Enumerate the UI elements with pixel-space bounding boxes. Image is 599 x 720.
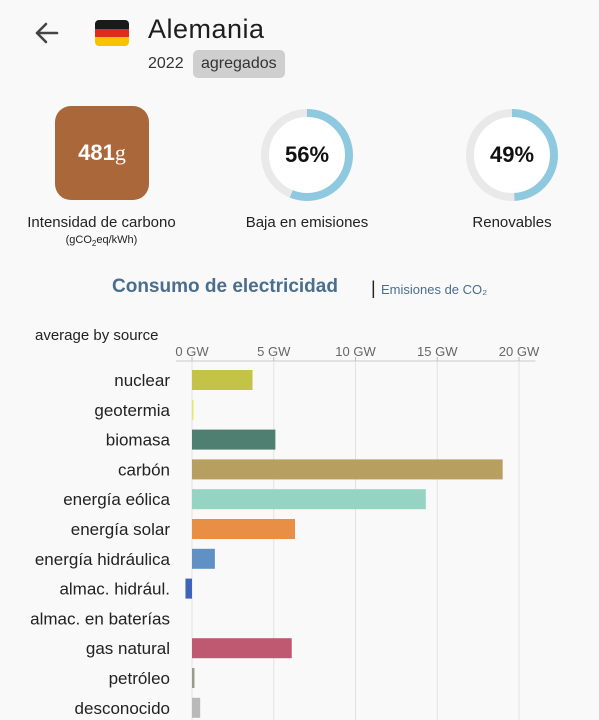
- bar-petr-leo[interactable]: [192, 668, 195, 688]
- carbon-intensity-badge: 481 g: [55, 106, 149, 200]
- bar-geotermia[interactable]: [192, 399, 194, 420]
- header: Alemania 2022 agregados: [0, 0, 599, 90]
- country-name: Alemania: [148, 14, 265, 44]
- bar-carb-n[interactable]: [192, 459, 503, 480]
- carbon-intensity-label: Intensidad de carbono: [27, 214, 176, 231]
- back-button[interactable]: [30, 16, 64, 50]
- tab-electricity-consumption[interactable]: Consumo de electricidad: [112, 276, 338, 297]
- chart-caption: average by source: [35, 327, 159, 344]
- bar-energ-a-hidr-ulica[interactable]: [192, 548, 215, 569]
- aggregate-badge[interactable]: agregados: [193, 50, 285, 78]
- category-label: energía hidráulica: [35, 550, 171, 569]
- bar-almac-hidr-ul-[interactable]: [185, 578, 192, 599]
- chart-tabs: Consumo de electricidad | Emisiones de C…: [0, 272, 599, 302]
- x-tick-label: 20 GW: [499, 344, 540, 359]
- category-label: gas natural: [86, 639, 170, 658]
- category-label: energía solar: [71, 520, 171, 539]
- x-tick-label: 0 GW: [175, 344, 209, 359]
- year-label: 2022: [148, 55, 184, 72]
- tab-co2-emissions[interactable]: Emisiones de CO₂: [381, 282, 488, 297]
- category-label: almac. en baterías: [30, 609, 170, 628]
- category-label: petróleo: [109, 669, 170, 688]
- carbon-intensity-unit: g: [114, 140, 126, 165]
- tab-separator: |: [371, 278, 376, 298]
- bar-energ-a-solar[interactable]: [192, 519, 296, 539]
- x-tick-label: 10 GW: [335, 344, 376, 359]
- back-arrow-icon: [35, 22, 59, 44]
- category-label: carbón: [118, 460, 170, 479]
- category-label: biomasa: [106, 431, 171, 450]
- low-emission-label: Baja en emisiones: [245, 214, 369, 231]
- bar-biomasa[interactable]: [192, 429, 276, 450]
- carbon-intensity-unit-label: (gCO2eq/kWh): [65, 234, 138, 249]
- renewables-label: Renovables: [472, 214, 552, 231]
- germany-flag-icon: [95, 20, 129, 46]
- renewables-value: 49%: [489, 142, 535, 167]
- bar-gas-natural[interactable]: [192, 638, 292, 659]
- category-label: almac. hidrául.: [59, 580, 170, 599]
- category-label: geotermia: [94, 401, 170, 420]
- low-emission-value: 56%: [284, 142, 330, 167]
- low-emission-ring: 56%: [259, 107, 355, 203]
- renewables-ring: 49%: [464, 107, 560, 203]
- bar-nuclear[interactable]: [192, 370, 253, 390]
- category-label: energía eólica: [63, 490, 170, 509]
- bar-energ-a-e-lica[interactable]: [192, 489, 426, 510]
- category-label: desconocido: [75, 699, 170, 718]
- x-tick-label: 5 GW: [257, 344, 291, 359]
- carbon-intensity-value: 481: [78, 140, 115, 165]
- category-label: nuclear: [114, 371, 170, 390]
- bar-desconocido[interactable]: [192, 697, 201, 718]
- x-tick-label: 15 GW: [417, 344, 458, 359]
- source-bar-chart: 0 GW 5 GW 10 GW 15 GW 20 GW nuclear geotermia b…: [30, 344, 540, 720]
